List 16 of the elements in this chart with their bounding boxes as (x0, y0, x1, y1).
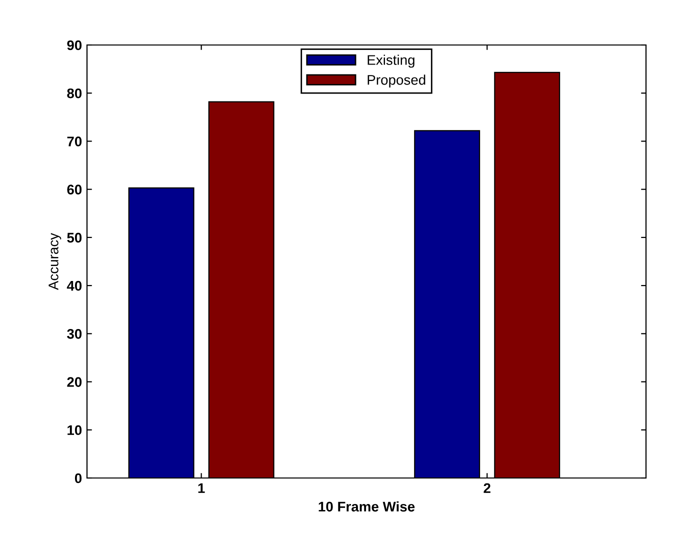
y-axis-title: Accuracy (48, 232, 62, 290)
y-tick-label: 10 (68, 425, 82, 436)
y-tick-label: 20 (67, 377, 82, 387)
y-tick-label: 0 (74, 473, 82, 484)
y-tick-label: 80 (67, 88, 82, 98)
x-tick-label: 2 (484, 483, 490, 493)
y-tick-label: 50 (67, 232, 82, 243)
y-tick-label: 40 (66, 280, 82, 291)
legend-label: Existing (368, 54, 414, 68)
y-tick-label: 30 (67, 329, 82, 339)
x-tick-label: 1 (198, 483, 205, 493)
y-tick-label: 90 (67, 40, 82, 50)
y-tick-label: 60 (67, 184, 82, 195)
y-tick-label: 70 (67, 136, 82, 146)
x-axis-title: 10 Frame Wise (318, 501, 415, 512)
legend-label: Proposed (368, 74, 426, 88)
